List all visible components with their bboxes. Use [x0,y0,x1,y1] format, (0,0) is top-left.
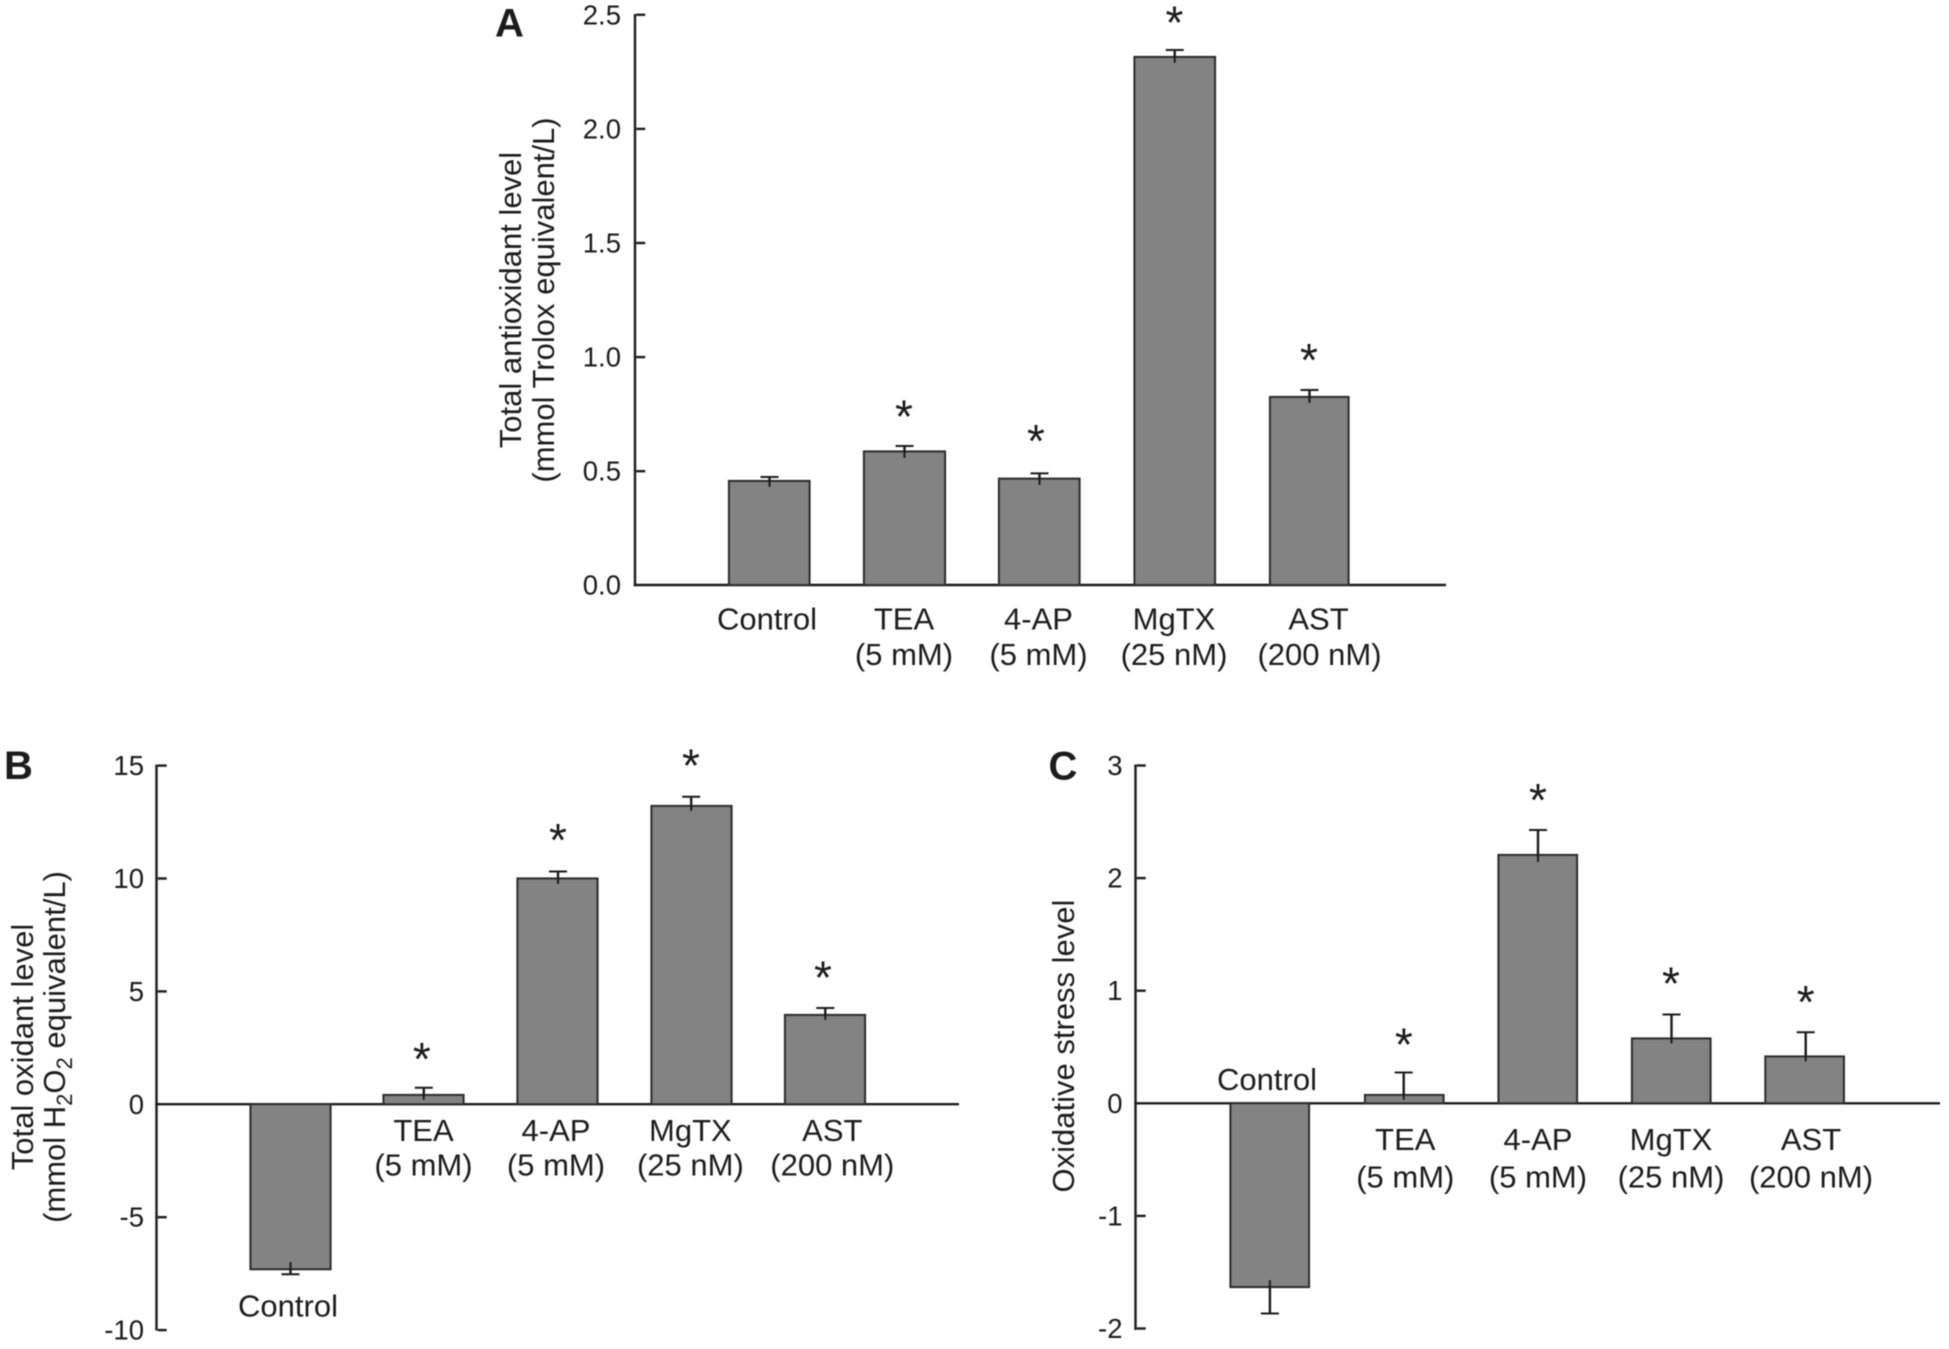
svg-text:(200 nM): (200 nM) [1257,637,1381,672]
svg-text:*: * [1529,774,1547,826]
svg-text:*: * [895,390,913,442]
svg-text:Control: Control [1217,1062,1317,1097]
svg-text:4-AP: 4-AP [1004,602,1073,637]
svg-text:2.0: 2.0 [583,113,621,144]
svg-text:4-AP: 4-AP [1504,1122,1573,1157]
svg-text:1.0: 1.0 [583,342,621,373]
svg-text:(25 nM): (25 nM) [637,1148,744,1183]
svg-text:C: C [1049,745,1078,789]
svg-text:2: 2 [1107,863,1122,894]
svg-text:*: * [413,1033,431,1085]
svg-text:Control: Control [238,1289,338,1324]
svg-text:*: * [814,951,832,1003]
svg-text:AST: AST [1288,602,1348,637]
svg-text:*: * [682,739,700,791]
svg-text:3: 3 [1107,750,1122,781]
svg-text:4-AP: 4-AP [522,1113,591,1148]
svg-text:*: * [1166,0,1184,49]
svg-text:(25 nM): (25 nM) [1618,1160,1725,1195]
svg-text:(200 nM): (200 nM) [770,1148,894,1183]
svg-text:(5 mM): (5 mM) [989,637,1087,672]
svg-text:2.5: 2.5 [583,0,621,30]
svg-text:TEA: TEA [393,1113,454,1148]
svg-text:(mmol Trolox equivalent/L): (mmol Trolox equivalent/L) [526,117,561,482]
svg-text:Total oxidant level: Total oxidant level [5,924,40,1170]
svg-text:(25 nM): (25 nM) [1121,637,1228,672]
svg-text:TEA: TEA [874,602,935,637]
svg-text:*: * [1300,334,1318,386]
svg-text:(5 mM): (5 mM) [1356,1160,1454,1195]
svg-text:0: 0 [1107,1088,1122,1119]
svg-text:*: * [1797,976,1815,1028]
svg-text:A: A [495,2,524,46]
svg-text:-1: -1 [1098,1200,1122,1231]
svg-text:AST: AST [1781,1122,1841,1157]
svg-text:B: B [4,744,33,788]
svg-text:(5 mM): (5 mM) [374,1148,472,1183]
svg-text:1: 1 [1107,975,1122,1006]
svg-text:AST: AST [802,1113,862,1148]
svg-text:-5: -5 [120,1202,144,1233]
svg-text:0.5: 0.5 [583,456,621,487]
svg-text:(5 mM): (5 mM) [507,1148,605,1183]
svg-text:(mmol H2O2 equivalent/L): (mmol H2O2 equivalent/L) [37,871,77,1223]
svg-text:MgTX: MgTX [1133,602,1216,637]
svg-text:(5 mM): (5 mM) [1489,1160,1587,1195]
svg-text:1.5: 1.5 [583,228,621,259]
svg-text:*: * [1662,957,1680,1009]
svg-text:(5 mM): (5 mM) [855,637,953,672]
svg-text:*: * [549,814,567,866]
svg-text:-10: -10 [104,1315,144,1346]
svg-text:0.0: 0.0 [583,569,621,600]
svg-text:*: * [1395,1019,1413,1071]
svg-text:10: 10 [113,863,144,894]
svg-text:TEA: TEA [1375,1122,1436,1157]
svg-text:15: 15 [113,750,144,781]
svg-text:*: * [1027,415,1045,467]
svg-text:Total antioxidant level: Total antioxidant level [493,152,528,448]
svg-text:MgTX: MgTX [649,1113,732,1148]
svg-text:0: 0 [129,1089,144,1120]
svg-text:Oxidative stress level: Oxidative stress level [1046,900,1081,1193]
svg-text:MgTX: MgTX [1630,1122,1713,1157]
svg-text:-2: -2 [1098,1313,1122,1344]
svg-text:5: 5 [129,976,144,1007]
svg-text:Control: Control [717,602,817,637]
svg-text:(200 nM): (200 nM) [1749,1160,1873,1195]
